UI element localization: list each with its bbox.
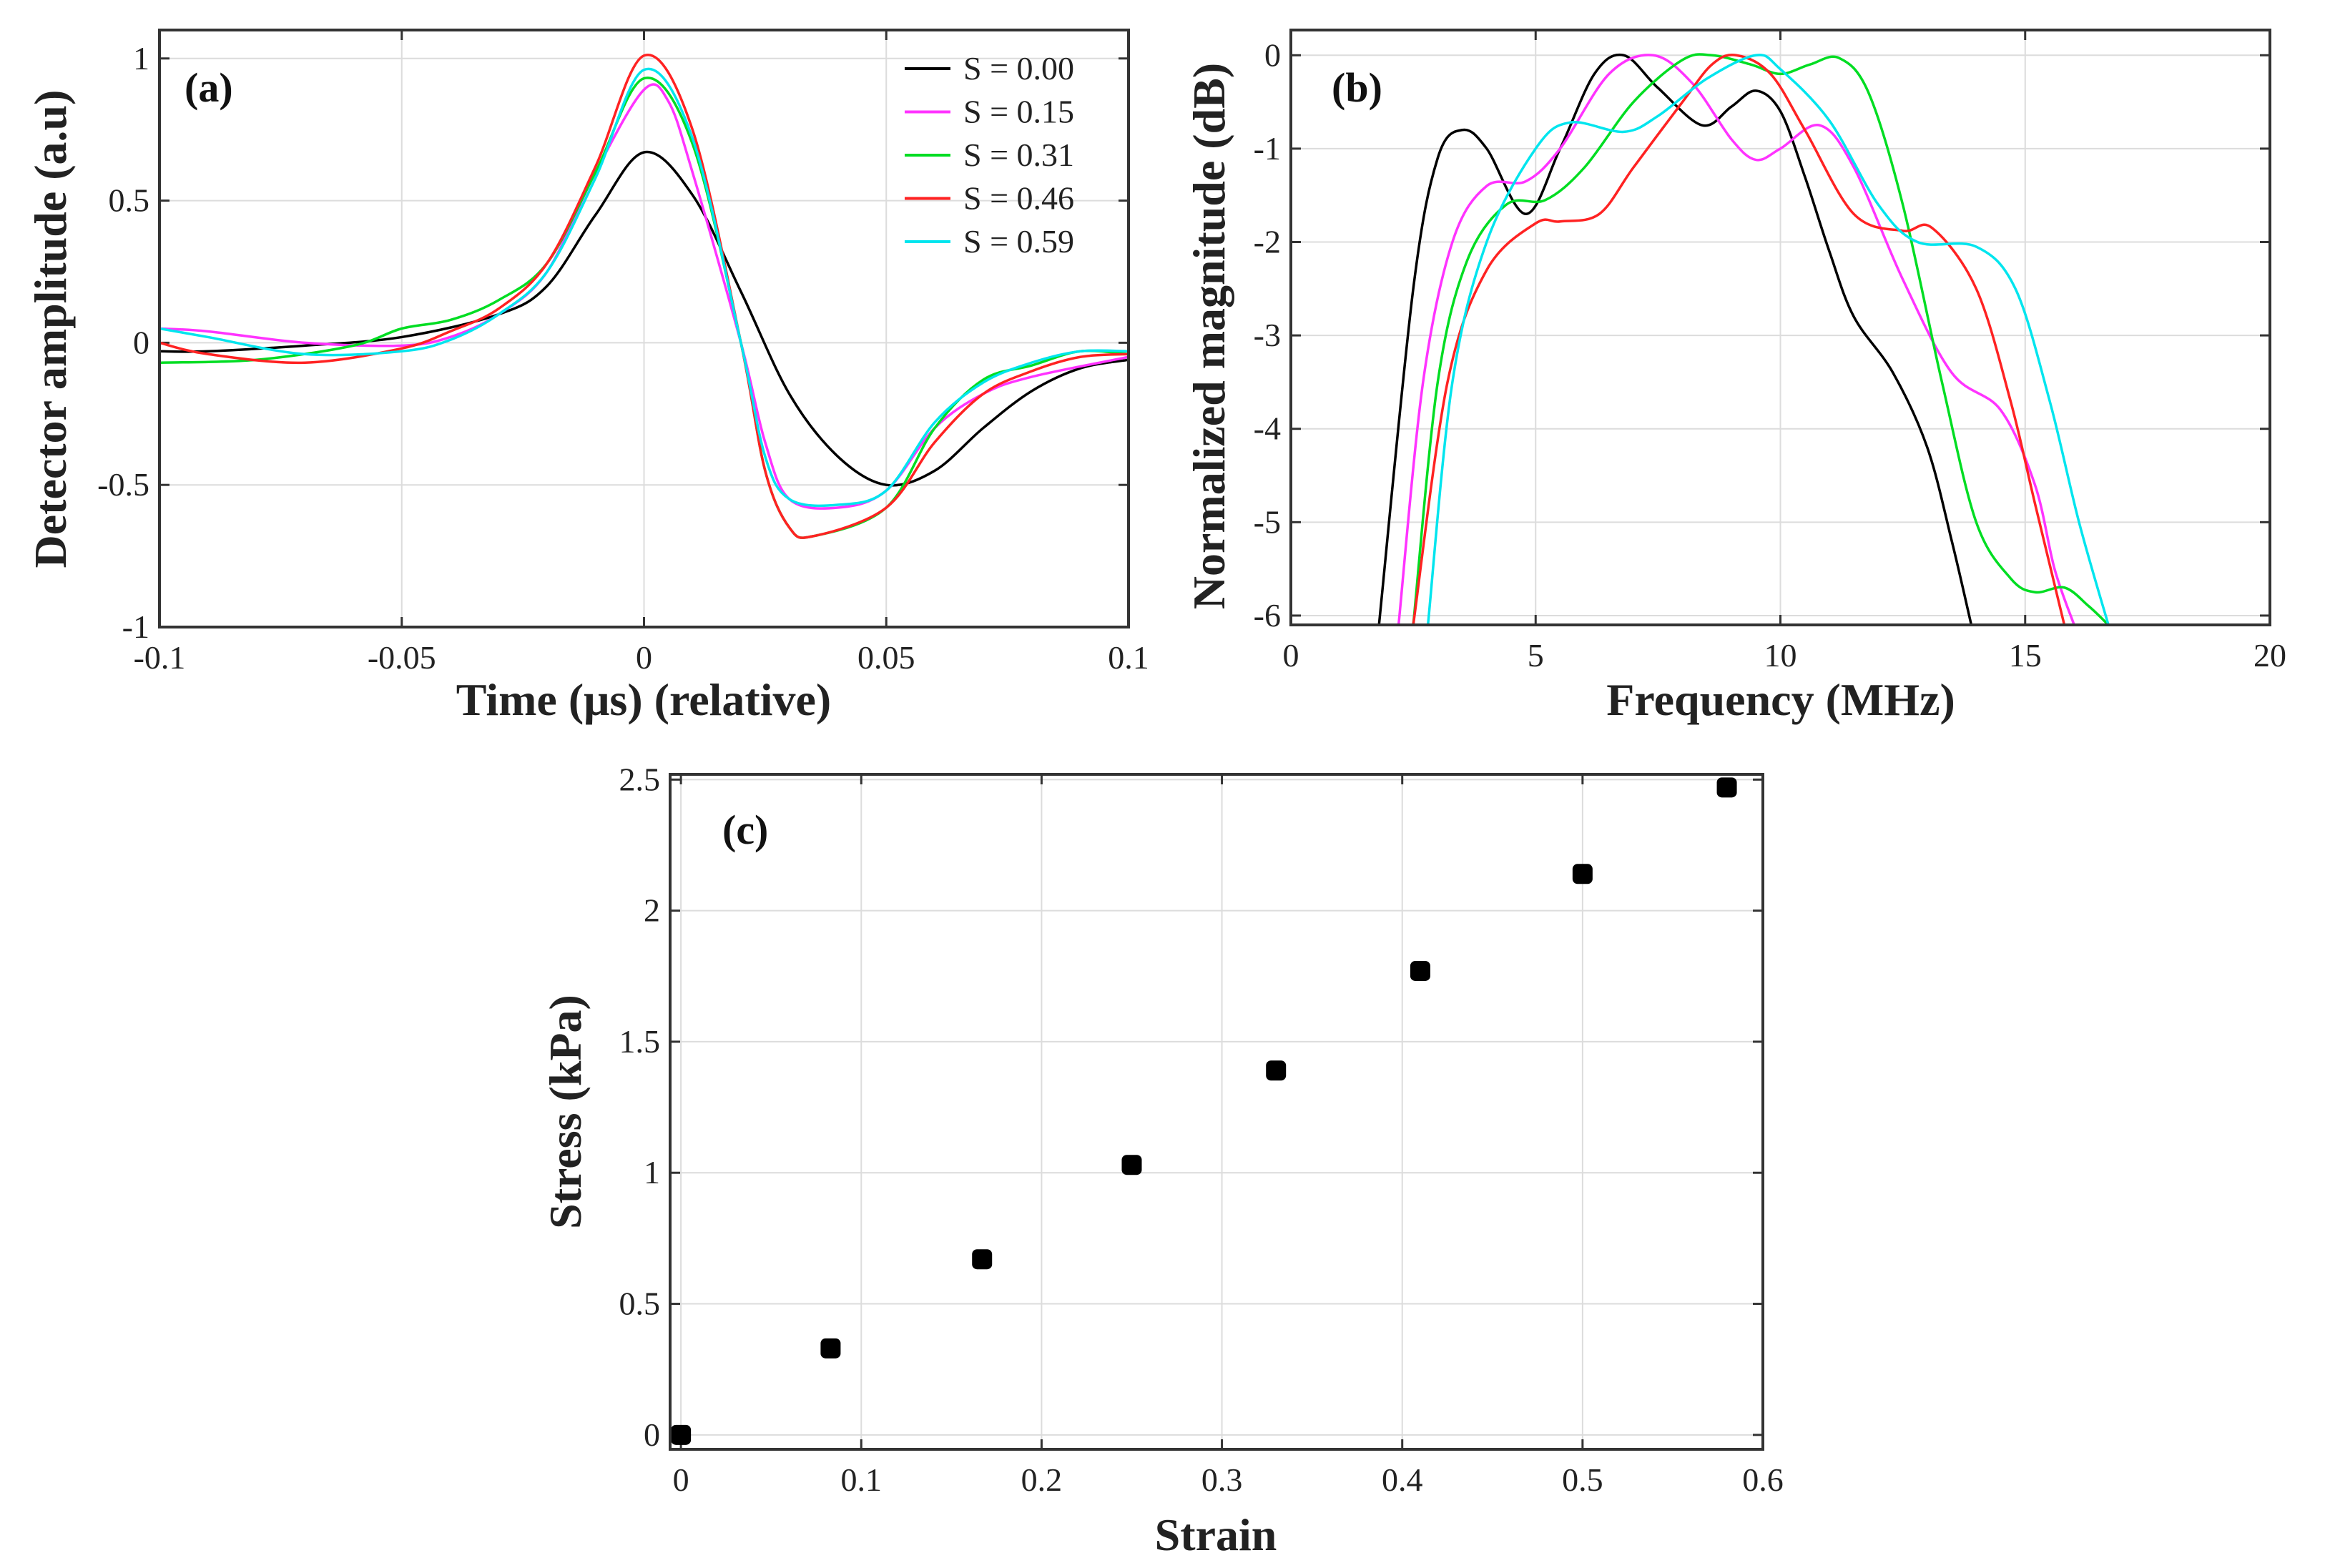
x-axis-title: Strain <box>1155 1509 1277 1560</box>
series-group <box>159 54 1129 539</box>
series-line <box>1412 53 2110 625</box>
y-tick-label: 0.5 <box>109 182 150 219</box>
x-tick-label: 0.2 <box>1021 1461 1063 1498</box>
data-point <box>671 1424 692 1445</box>
y-tick-label: -3 <box>1254 317 1281 353</box>
y-tick-label: 1.5 <box>619 1023 661 1060</box>
y-tick-label: 1 <box>133 40 149 77</box>
y-tick-label: -0.5 <box>97 466 149 503</box>
legend: S = 0.00 S = 0.15 S = 0.31 S = 0.46 S = 0.59 <box>905 50 1074 260</box>
x-tick-label: 0 <box>1283 637 1299 674</box>
x-tick-label: 0.5 <box>1562 1461 1603 1498</box>
y-tick-label: -4 <box>1254 410 1281 447</box>
y-tick-label: 0 <box>133 324 149 360</box>
x-tick-label: 0.05 <box>857 639 915 676</box>
plot-frame <box>1289 29 2271 626</box>
y-tick-label: -2 <box>1254 223 1281 260</box>
legend-entry: S = 0.15 <box>963 94 1074 130</box>
data-point <box>1572 864 1593 884</box>
series-line <box>159 67 1129 508</box>
x-tick-label: 0.1 <box>1108 639 1149 676</box>
legend-entry: S = 0.31 <box>963 137 1074 173</box>
y-axis-title: Detector amplitude (a.u) <box>25 90 76 568</box>
panel-label: (c) <box>722 807 768 853</box>
x-tick-label: -0.1 <box>134 639 186 676</box>
chart-panel-0: -0.1 -0.05 0 0.05 0.1 -1 -0.5 0 0.5 1 (a) Time (μs)… <box>25 29 1149 725</box>
x-tick-label: 0 <box>636 639 652 676</box>
series-line <box>159 83 1129 510</box>
x-tick-label: 0.4 <box>1382 1461 1423 1498</box>
y-tick-label: -1 <box>1254 130 1281 167</box>
panel-label: (a) <box>185 64 233 111</box>
data-point <box>972 1249 993 1270</box>
x-tick-label: 0 <box>673 1461 689 1498</box>
series-line <box>1426 54 2110 625</box>
series-group <box>1377 53 2110 625</box>
y-tick-label: 0 <box>644 1416 660 1453</box>
x-tick-label: 20 <box>2253 637 2286 674</box>
panel-label: (b) <box>1332 64 1382 111</box>
x-tick-label: 5 <box>1528 637 1544 674</box>
y-axis-title: Normalized magnitude (dB) <box>1184 63 1234 609</box>
series-line <box>159 54 1129 539</box>
y-tick-label: -1 <box>122 608 149 645</box>
legend-entry: S = 0.46 <box>963 180 1074 217</box>
data-point <box>1410 960 1430 981</box>
series-line <box>1412 54 2066 625</box>
x-tick-label: 0.1 <box>841 1461 883 1498</box>
series-line <box>1397 54 2075 625</box>
y-axis-title: Stress (kPa) <box>540 995 591 1229</box>
x-tick-label: 0.6 <box>1742 1461 1784 1498</box>
y-tick-label: 2 <box>644 892 660 929</box>
legend-entry: S = 0.00 <box>963 50 1074 87</box>
chart-panel-1: 0 5 10 15 20 -6 -5 -4 -3 -2 -1 0 (b) Frequency (MHz) N… <box>1184 29 2286 725</box>
y-tick-label: -6 <box>1254 597 1281 633</box>
x-tick-label: -0.05 <box>368 639 436 676</box>
data-point <box>820 1338 841 1359</box>
plot-frame <box>158 29 1130 628</box>
legend-entry: S = 0.59 <box>963 223 1074 260</box>
plot-frame <box>669 773 1764 1451</box>
x-tick-label: 10 <box>1764 637 1797 674</box>
y-tick-label: 1 <box>644 1154 660 1190</box>
data-point <box>1266 1060 1287 1081</box>
chart-panel-2: 0 0.1 0.2 0.3 0.4 0.5 0.6 0 0.5 1 1.5 2 2.5 (c) Strain… <box>540 761 1784 1560</box>
y-tick-label: 2.5 <box>619 761 661 797</box>
data-point <box>1121 1155 1142 1175</box>
y-tick-label: 0.5 <box>619 1286 661 1322</box>
y-tick-label: -5 <box>1254 503 1281 540</box>
y-tick-label: 0 <box>1264 36 1281 73</box>
data-point <box>1716 777 1737 798</box>
x-axis-title: Time (μs) (relative) <box>456 674 831 725</box>
x-tick-label: 15 <box>2009 637 2042 674</box>
series-line <box>1377 53 1973 625</box>
x-axis-title: Frequency (MHz) <box>1606 674 1955 725</box>
x-tick-label: 0.3 <box>1201 1461 1243 1498</box>
